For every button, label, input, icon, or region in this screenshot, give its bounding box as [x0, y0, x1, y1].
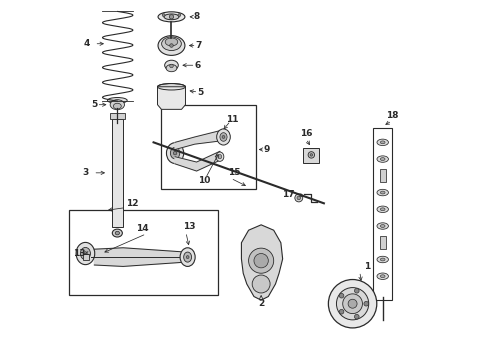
Ellipse shape: [84, 252, 87, 255]
Bar: [83, 254, 89, 260]
Ellipse shape: [380, 191, 385, 194]
Text: 12: 12: [126, 199, 138, 208]
Text: 1: 1: [364, 262, 370, 271]
Text: 13: 13: [183, 222, 196, 231]
Ellipse shape: [380, 158, 385, 161]
Ellipse shape: [354, 288, 359, 293]
Text: 16: 16: [300, 129, 312, 138]
Ellipse shape: [162, 14, 165, 17]
Ellipse shape: [254, 253, 269, 268]
Ellipse shape: [184, 252, 192, 262]
Bar: [380, 236, 386, 249]
Ellipse shape: [380, 141, 385, 144]
Ellipse shape: [158, 36, 185, 55]
Polygon shape: [242, 225, 283, 300]
Text: 15: 15: [228, 168, 241, 177]
Ellipse shape: [170, 44, 173, 47]
Text: 18: 18: [386, 111, 398, 120]
Ellipse shape: [297, 196, 300, 200]
Text: 10: 10: [197, 176, 210, 185]
Ellipse shape: [377, 139, 389, 145]
Ellipse shape: [222, 135, 225, 138]
Bar: [161, 105, 256, 189]
Ellipse shape: [308, 152, 315, 158]
Bar: [112, 119, 123, 226]
Ellipse shape: [377, 256, 389, 263]
Text: 2: 2: [258, 299, 264, 308]
Ellipse shape: [218, 154, 221, 159]
Ellipse shape: [76, 242, 95, 265]
Ellipse shape: [295, 194, 303, 202]
Ellipse shape: [164, 14, 179, 20]
Ellipse shape: [348, 299, 357, 308]
Polygon shape: [175, 130, 223, 149]
Text: 8: 8: [194, 12, 200, 21]
Ellipse shape: [377, 273, 389, 279]
Ellipse shape: [166, 64, 177, 72]
Ellipse shape: [380, 258, 385, 261]
Text: 6: 6: [194, 61, 200, 70]
Ellipse shape: [180, 248, 195, 266]
Ellipse shape: [252, 275, 270, 293]
Ellipse shape: [112, 229, 122, 237]
Ellipse shape: [162, 37, 181, 50]
Ellipse shape: [216, 152, 224, 161]
Text: 11: 11: [226, 114, 239, 123]
Ellipse shape: [248, 248, 274, 273]
Ellipse shape: [343, 294, 363, 314]
Ellipse shape: [337, 288, 368, 320]
Text: 4: 4: [84, 39, 90, 48]
Text: 14: 14: [137, 224, 149, 233]
Bar: [69, 211, 218, 295]
Ellipse shape: [165, 38, 178, 46]
Ellipse shape: [339, 309, 344, 314]
Ellipse shape: [80, 247, 91, 260]
Ellipse shape: [380, 275, 385, 278]
Ellipse shape: [328, 279, 377, 328]
Polygon shape: [175, 151, 220, 171]
Ellipse shape: [186, 256, 189, 258]
Text: 17: 17: [282, 190, 294, 199]
Ellipse shape: [107, 98, 127, 103]
Text: 7: 7: [195, 41, 201, 50]
Ellipse shape: [178, 14, 181, 17]
Ellipse shape: [354, 314, 359, 319]
Ellipse shape: [170, 15, 173, 19]
Ellipse shape: [165, 60, 178, 70]
Text: 5: 5: [91, 100, 97, 109]
Bar: [373, 128, 392, 300]
Bar: [303, 148, 319, 163]
Ellipse shape: [217, 129, 230, 145]
Ellipse shape: [377, 189, 389, 196]
Ellipse shape: [157, 84, 186, 90]
Polygon shape: [157, 87, 186, 109]
Bar: [110, 113, 124, 119]
Ellipse shape: [220, 133, 227, 141]
Ellipse shape: [380, 208, 385, 211]
Ellipse shape: [377, 156, 389, 162]
Ellipse shape: [380, 225, 385, 228]
Ellipse shape: [364, 301, 368, 306]
Ellipse shape: [110, 100, 124, 110]
Ellipse shape: [170, 64, 173, 68]
Ellipse shape: [377, 223, 389, 229]
Ellipse shape: [171, 147, 180, 159]
Ellipse shape: [158, 12, 185, 22]
Polygon shape: [95, 248, 180, 266]
Ellipse shape: [167, 143, 184, 163]
Ellipse shape: [173, 151, 177, 155]
Text: 3: 3: [82, 168, 89, 177]
Bar: [380, 169, 386, 182]
Ellipse shape: [115, 231, 120, 235]
Ellipse shape: [310, 154, 313, 156]
Ellipse shape: [377, 206, 389, 212]
Ellipse shape: [113, 103, 122, 109]
Text: 9: 9: [263, 145, 270, 154]
Text: 13: 13: [73, 249, 86, 258]
Text: 5: 5: [197, 87, 203, 96]
Ellipse shape: [339, 293, 344, 298]
